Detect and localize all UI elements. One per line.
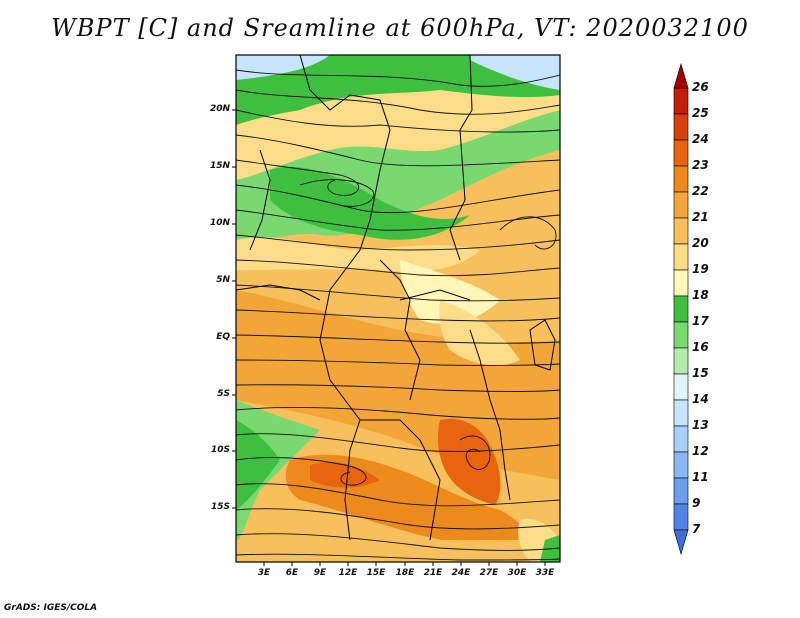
lat-label-5n: 5N (216, 275, 230, 285)
colorbar-level-label: 7 (692, 522, 701, 536)
lon-label-21e: 21E (423, 568, 443, 578)
lat-label-10n: 10N (209, 218, 230, 228)
colorbar-top-cap (673, 62, 689, 89)
lon-label-6e: 6E (285, 568, 299, 578)
map-frame (235, 54, 561, 563)
lon-label-3e: 3E (257, 568, 271, 578)
colorbar-level-label: 21 (692, 210, 709, 224)
lon-label-33e: 33E (535, 568, 555, 578)
figure-title: WBPT [C] and Sreamline at 600hPa, VT: 20… (51, 14, 749, 42)
lon-ticks (263, 562, 546, 566)
lat-label-15n: 15N (209, 161, 230, 171)
colorbar-level-label: 12 (692, 444, 709, 458)
lat-ticks (232, 109, 236, 509)
colorbar-level-label: 17 (692, 314, 709, 328)
colorbar-segment (673, 243, 689, 271)
colorbar-level-label: 16 (692, 340, 709, 354)
colorbar-segment (673, 347, 689, 375)
colorbar-level-label: 22 (692, 184, 709, 198)
lon-label-30e: 30E (507, 568, 527, 578)
colorbar-segment (673, 295, 689, 323)
colorbar-segment (673, 113, 689, 141)
colorbar-segment (673, 217, 689, 245)
colorbar-level-label: 18 (692, 288, 709, 302)
colorbar-level-label: 9 (692, 496, 701, 510)
colorbar-level-label: 11 (692, 470, 709, 484)
colorbar-segment (673, 503, 689, 531)
colorbar-segment (673, 321, 689, 349)
colorbar-segment (673, 399, 689, 427)
lon-label-24e: 24E (451, 568, 471, 578)
lat-label-eq: EQ (216, 332, 230, 342)
lon-label-12e: 12E (338, 568, 358, 578)
colorbar-level-label: 14 (692, 392, 709, 406)
colorbar-level-label: 25 (692, 106, 709, 120)
colorbar-level-label: 24 (692, 132, 709, 146)
grads-credit: GrADS: IGES/COLA (4, 603, 98, 613)
colorbar-segment (673, 87, 689, 115)
colorbar-segment (673, 139, 689, 167)
colorbar-level-label: 26 (692, 80, 709, 94)
lat-label-10s: 10S (210, 445, 230, 455)
colorbar-segment (673, 165, 689, 193)
lon-label-9e: 9E (313, 568, 327, 578)
colorbar-level-label: 19 (692, 262, 709, 276)
lat-label-15s: 15S (210, 502, 230, 512)
colorbar-level-label: 23 (692, 158, 709, 172)
lat-label-20n: 20N (209, 104, 230, 114)
colorbar-bottom-cap (673, 529, 689, 556)
colorbar-segment (673, 269, 689, 297)
colorbar-segment (673, 451, 689, 479)
colorbar-level-label: 15 (692, 366, 709, 380)
country-borders (236, 55, 556, 541)
lat-label-5s: 5S (217, 389, 230, 399)
colorbar-level-label: 13 (692, 418, 709, 432)
lon-label-27e: 27E (479, 568, 499, 578)
lon-label-18e: 18E (395, 568, 415, 578)
colorbar (673, 62, 689, 556)
colorbar-segment (673, 373, 689, 401)
colorbar-segment (673, 191, 689, 219)
wbpt-shading (236, 55, 560, 562)
colorbar-segment (673, 425, 689, 453)
colorbar-level-label: 20 (692, 236, 709, 250)
streamlines (236, 69, 560, 561)
colorbar-segment (673, 477, 689, 505)
lon-label-15e: 15E (366, 568, 386, 578)
